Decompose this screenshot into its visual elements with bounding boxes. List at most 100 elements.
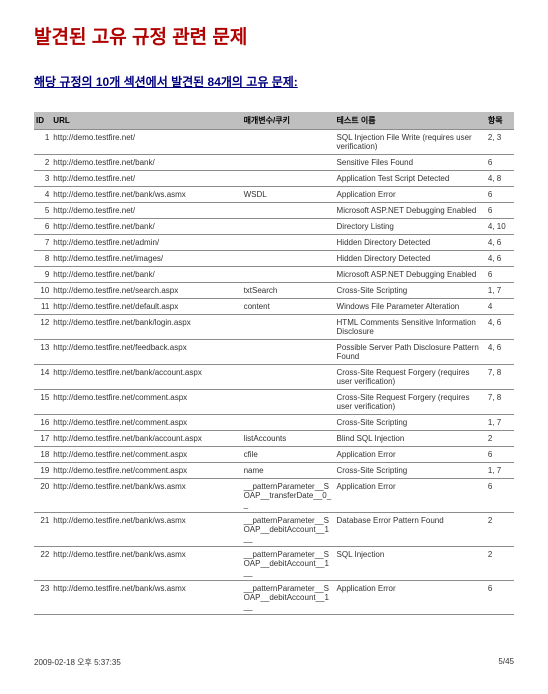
cell-item: 4, 8 (486, 171, 514, 187)
cell-param: __patternParameter__SOAP__debitAccount__… (242, 513, 335, 547)
cell-test: Cross-Site Scripting (335, 283, 486, 299)
cell-param (242, 365, 335, 390)
cell-url: http://demo.testfire.net/ (51, 130, 241, 155)
cell-test: Hidden Directory Detected (335, 251, 486, 267)
cell-test: Microsoft ASP.NET Debugging Enabled (335, 203, 486, 219)
table-row: 10http://demo.testfire.net/search.aspxtx… (34, 283, 514, 299)
cell-item: 1, 7 (486, 283, 514, 299)
cell-item: 4, 6 (486, 235, 514, 251)
cell-param: __patternParameter__SOAP__debitAccount__… (242, 581, 335, 615)
cell-test: Application Test Script Detected (335, 171, 486, 187)
cell-param: WSDL (242, 187, 335, 203)
cell-test: Windows File Parameter Alteration (335, 299, 486, 315)
cell-url: http://demo.testfire.net/comment.aspx (51, 463, 241, 479)
col-param: 매개변수/쿠키 (242, 112, 335, 130)
cell-test: Application Error (335, 581, 486, 615)
cell-id: 4 (34, 187, 51, 203)
cell-item: 6 (486, 447, 514, 463)
cell-test: Microsoft ASP.NET Debugging Enabled (335, 267, 486, 283)
table-row: 13http://demo.testfire.net/feedback.aspx… (34, 340, 514, 365)
cell-param (242, 203, 335, 219)
cell-url: http://demo.testfire.net/bank/ws.asmx (51, 547, 241, 581)
cell-id: 14 (34, 365, 51, 390)
cell-url: http://demo.testfire.net/bank/ws.asmx (51, 513, 241, 547)
cell-test: Application Error (335, 447, 486, 463)
col-test: 테스트 이름 (335, 112, 486, 130)
cell-param (242, 130, 335, 155)
cell-item: 4 (486, 299, 514, 315)
cell-item: 4, 6 (486, 340, 514, 365)
cell-param (242, 155, 335, 171)
cell-test: SQL Injection File Write (requires user … (335, 130, 486, 155)
cell-item: 1, 7 (486, 463, 514, 479)
cell-item: 6 (486, 155, 514, 171)
cell-url: http://demo.testfire.net/bank/account.as… (51, 431, 241, 447)
cell-item: 4, 6 (486, 315, 514, 340)
table-row: 16http://demo.testfire.net/comment.aspxC… (34, 415, 514, 431)
cell-url: http://demo.testfire.net/comment.aspx (51, 447, 241, 463)
cell-url: http://demo.testfire.net/bank/ws.asmx (51, 187, 241, 203)
cell-url: http://demo.testfire.net/bank/ (51, 267, 241, 283)
table-row: 11http://demo.testfire.net/default.aspxc… (34, 299, 514, 315)
cell-url: http://demo.testfire.net/search.aspx (51, 283, 241, 299)
cell-param (242, 171, 335, 187)
cell-test: Directory Listing (335, 219, 486, 235)
table-row: 14http://demo.testfire.net/bank/account.… (34, 365, 514, 390)
cell-test: Database Error Pattern Found (335, 513, 486, 547)
cell-url: http://demo.testfire.net/bank/ (51, 219, 241, 235)
cell-item: 2 (486, 431, 514, 447)
cell-id: 2 (34, 155, 51, 171)
table-row: 9http://demo.testfire.net/bank/Microsoft… (34, 267, 514, 283)
cell-item: 6 (486, 267, 514, 283)
cell-item: 4, 6 (486, 251, 514, 267)
col-url: URL (51, 112, 241, 130)
cell-param (242, 340, 335, 365)
cell-test: Cross-Site Scripting (335, 463, 486, 479)
cell-id: 22 (34, 547, 51, 581)
cell-id: 5 (34, 203, 51, 219)
table-row: 17http://demo.testfire.net/bank/account.… (34, 431, 514, 447)
cell-id: 16 (34, 415, 51, 431)
table-row: 22http://demo.testfire.net/bank/ws.asmx_… (34, 547, 514, 581)
table-row: 7http://demo.testfire.net/admin/Hidden D… (34, 235, 514, 251)
cell-param (242, 251, 335, 267)
footer-page: 5/45 (498, 657, 514, 668)
cell-test: Cross-Site Request Forgery (requires use… (335, 365, 486, 390)
cell-id: 9 (34, 267, 51, 283)
table-row: 8http://demo.testfire.net/images/Hidden … (34, 251, 514, 267)
cell-item: 6 (486, 187, 514, 203)
cell-id: 6 (34, 219, 51, 235)
cell-param: listAccounts (242, 431, 335, 447)
table-row: 1http://demo.testfire.net/SQL Injection … (34, 130, 514, 155)
cell-id: 11 (34, 299, 51, 315)
cell-url: http://demo.testfire.net/bank/ws.asmx (51, 581, 241, 615)
cell-test: Hidden Directory Detected (335, 235, 486, 251)
col-item: 항목 (486, 112, 514, 130)
cell-id: 21 (34, 513, 51, 547)
cell-url: http://demo.testfire.net/images/ (51, 251, 241, 267)
table-row: 5http://demo.testfire.net/Microsoft ASP.… (34, 203, 514, 219)
cell-id: 18 (34, 447, 51, 463)
cell-param: txtSearch (242, 283, 335, 299)
issues-table: ID URL 매개변수/쿠키 테스트 이름 항목 1http://demo.te… (34, 112, 514, 615)
table-row: 23http://demo.testfire.net/bank/ws.asmx_… (34, 581, 514, 615)
cell-item: 2, 3 (486, 130, 514, 155)
cell-id: 19 (34, 463, 51, 479)
col-id: ID (34, 112, 51, 130)
cell-param: cfile (242, 447, 335, 463)
cell-param (242, 315, 335, 340)
cell-test: SQL Injection (335, 547, 486, 581)
cell-item: 6 (486, 203, 514, 219)
cell-url: http://demo.testfire.net/bank/login.aspx (51, 315, 241, 340)
cell-url: http://demo.testfire.net/bank/account.as… (51, 365, 241, 390)
table-row: 20http://demo.testfire.net/bank/ws.asmx_… (34, 479, 514, 513)
cell-item: 2 (486, 513, 514, 547)
cell-id: 12 (34, 315, 51, 340)
table-row: 6http://demo.testfire.net/bank/Directory… (34, 219, 514, 235)
cell-id: 8 (34, 251, 51, 267)
cell-item: 7, 8 (486, 365, 514, 390)
cell-url: http://demo.testfire.net/default.aspx (51, 299, 241, 315)
cell-id: 20 (34, 479, 51, 513)
cell-url: http://demo.testfire.net/feedback.aspx (51, 340, 241, 365)
cell-test: HTML Comments Sensitive Information Disc… (335, 315, 486, 340)
